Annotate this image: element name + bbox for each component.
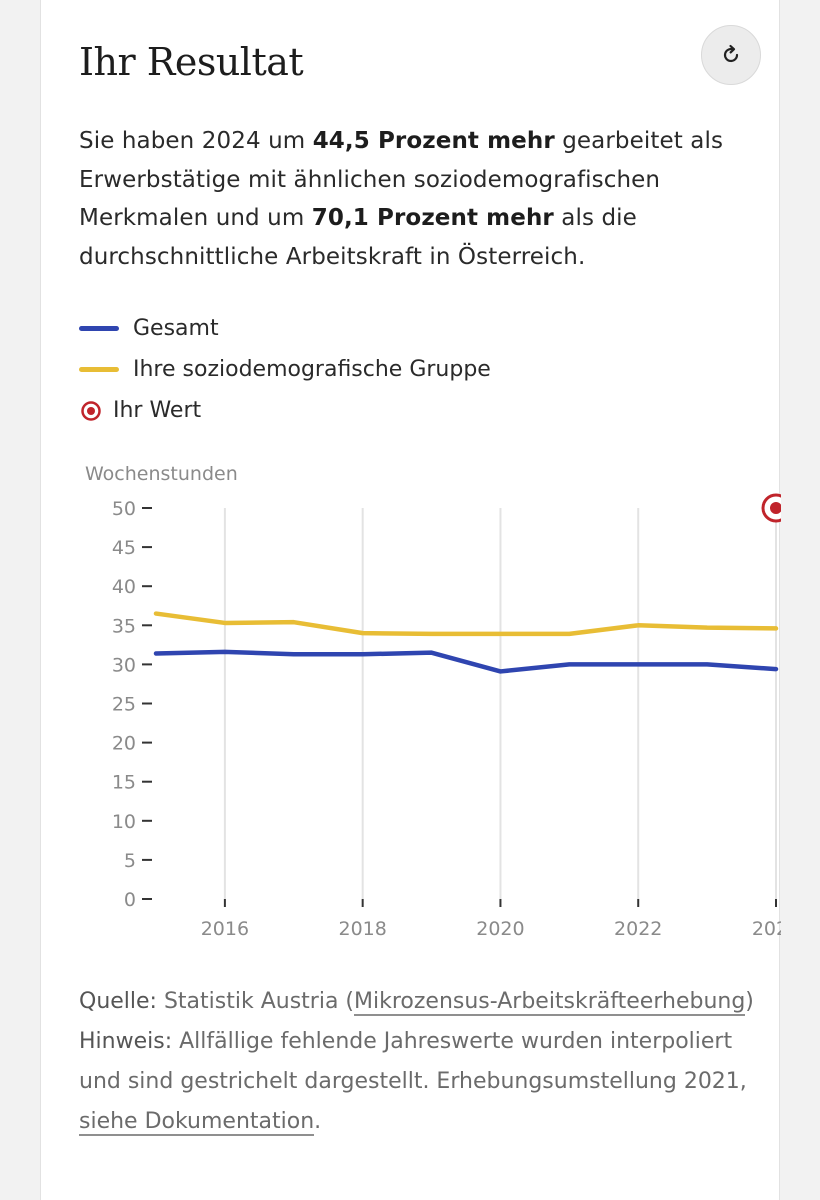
legend-label-gesamt: Gesamt (133, 316, 219, 341)
y-tick-label-5: 5 (124, 850, 136, 872)
ihr-wert-marker-dot (770, 502, 781, 514)
chart-footer: Quelle: Statistik Austria (Mikrozensus-A… (79, 982, 769, 1142)
legend-line-gesamt (79, 326, 119, 331)
y-tick-label-45: 45 (112, 537, 136, 559)
legend-item-ihr-wert: Ihr Wert (79, 390, 491, 431)
series-line-gesamt (153, 649, 779, 674)
y-tick-label-20: 20 (112, 733, 136, 755)
x-tick-label-2022: 2022 (614, 918, 662, 940)
result-card: Ihr Resultat Sie haben 2024 um 44,5 Proz… (40, 0, 781, 1200)
x-tick-label-2018: 2018 (338, 918, 386, 940)
documentation-link[interactable]: siehe Dokumentation (79, 1109, 315, 1136)
reload-button[interactable] (701, 25, 761, 85)
legend-line-gruppe (79, 367, 119, 372)
x-tick-label-2016: 2016 (201, 918, 249, 940)
source-note: Quelle: Statistik Austria (Mikrozensus-A… (79, 989, 754, 1016)
x-tick-label-2024: 2024 (752, 918, 781, 940)
y-tick-label-25: 25 (112, 694, 136, 716)
y-tick-label-40: 40 (112, 576, 136, 598)
legend-label-gruppe: Ihre soziodemografische Gruppe (133, 357, 491, 382)
highlight-group-difference: 44,5 Prozent mehr (312, 128, 555, 154)
y-tick-label-15: 15 (112, 772, 136, 794)
line-chart: Wochenstunden 2016 2018 2020 2022 2024 0 5 10 15 2… (85, 463, 781, 940)
y-tick-label-30: 30 (112, 654, 136, 676)
y-tick-label-35: 35 (112, 615, 136, 637)
target-dot-icon (79, 399, 103, 423)
y-tick-label-0: 0 (124, 889, 136, 911)
x-tick-label-2020: 2020 (476, 918, 524, 940)
y-axis-label: Wochenstunden (85, 463, 238, 485)
page-title: Ihr Resultat (79, 40, 304, 84)
hint-note: Hinweis: Allfällige fehlende Jahreswerte… (79, 1029, 747, 1136)
reload-icon (723, 44, 739, 63)
highlight-average-difference: 70,1 Prozent mehr (311, 205, 554, 231)
legend-label-ihr-wert: Ihr Wert (113, 398, 202, 423)
chart-legend: Gesamt Ihre soziodemografische Gruppe Ih… (79, 308, 491, 431)
legend-item-gesamt: Gesamt (79, 308, 491, 349)
series-line-gruppe (153, 611, 779, 637)
y-tick-label-10: 10 (112, 811, 136, 833)
legend-item-gruppe: Ihre soziodemografische Gruppe (79, 349, 491, 390)
y-tick-label-50: 50 (112, 498, 136, 520)
result-summary: Sie haben 2024 um 44,5 Prozent mehr gear… (79, 128, 724, 270)
source-link[interactable]: Mikrozensus-Arbeitskräfteerhebung (354, 989, 746, 1016)
